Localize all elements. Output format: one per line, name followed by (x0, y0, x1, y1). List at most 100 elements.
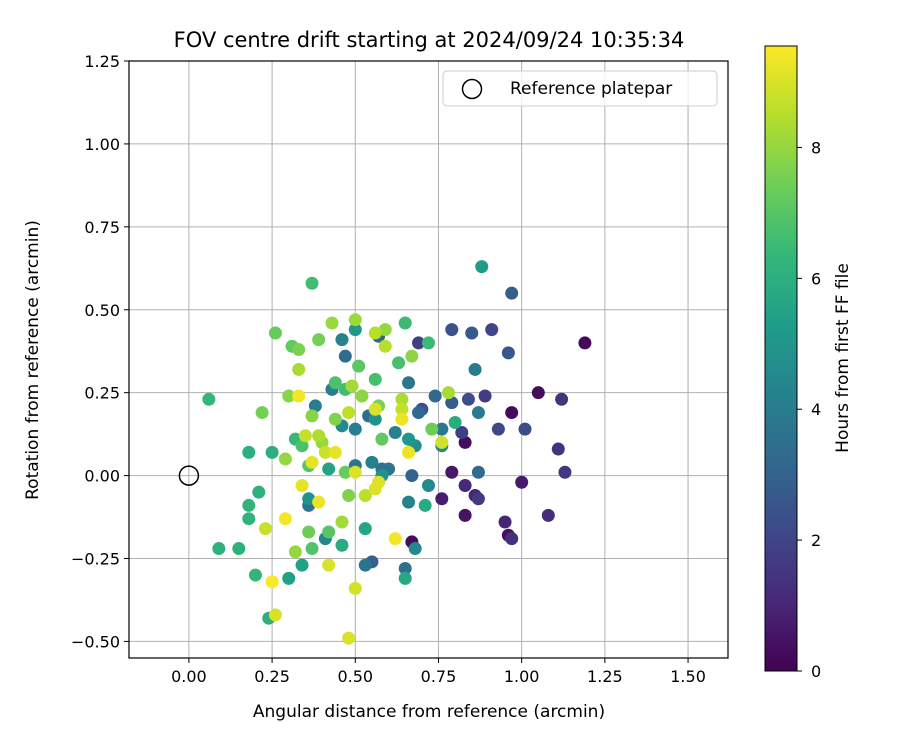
data-point (305, 455, 319, 469)
data-point (368, 372, 382, 386)
data-point (395, 412, 409, 426)
data-point (455, 425, 469, 439)
x-tick-label: 1.50 (670, 667, 706, 686)
y-axis-label: Rotation from reference (arcmin) (23, 220, 43, 500)
x-tick-label: 0.50 (337, 667, 373, 686)
data-point (375, 432, 389, 446)
data-point (328, 445, 342, 459)
legend-entry-reference: Reference platepar (510, 79, 672, 99)
data-point (345, 379, 359, 393)
data-point (378, 323, 392, 337)
data-point (435, 435, 449, 449)
plot-frame (128, 60, 729, 659)
data-point (392, 356, 406, 370)
data-point (352, 359, 366, 373)
data-point (461, 392, 475, 406)
data-point (305, 409, 319, 423)
data-point (505, 532, 519, 546)
data-point (292, 343, 306, 357)
data-point (268, 326, 282, 340)
y-tick-label: −0.25 (71, 550, 120, 569)
data-point (255, 406, 269, 420)
x-tick-label: 1.00 (504, 667, 540, 686)
data-point (338, 349, 352, 363)
data-point (498, 515, 512, 529)
data-point (368, 402, 382, 416)
x-tick-label: 0.75 (421, 667, 457, 686)
data-point (302, 492, 316, 506)
colorbar-gradient (764, 45, 798, 672)
data-point (445, 323, 459, 337)
data-point (471, 465, 485, 479)
colorbar-tick-label: 2 (811, 531, 821, 550)
data-point (408, 542, 422, 556)
data-point (295, 558, 309, 572)
y-tick-label: −0.50 (71, 632, 120, 651)
y-tick-label: 0.00 (84, 467, 120, 486)
data-point (202, 392, 216, 406)
data-point (402, 376, 416, 390)
data-point (578, 336, 592, 350)
data-points (202, 260, 592, 645)
data-point (342, 488, 356, 502)
data-point (388, 425, 402, 439)
data-point (405, 349, 419, 363)
data-point (258, 522, 272, 536)
data-point (338, 465, 352, 479)
data-point (541, 508, 555, 522)
data-point (242, 498, 256, 512)
data-point (531, 386, 545, 400)
data-point (358, 558, 372, 572)
data-point (348, 323, 362, 337)
data-point (435, 422, 449, 436)
data-point (358, 488, 372, 502)
data-point (325, 316, 339, 330)
data-point (395, 402, 409, 416)
legend-marker-reference (461, 78, 483, 100)
colorbar-label: Hours from first FF file (833, 263, 853, 453)
data-point (312, 429, 326, 443)
data-point (435, 492, 449, 506)
data-point (398, 571, 412, 585)
x-tick-label: 0.25 (254, 667, 290, 686)
data-point (322, 558, 336, 572)
data-point (368, 412, 382, 426)
colorbar-tick-label: 0 (811, 662, 821, 681)
data-point (422, 479, 435, 493)
data-point (312, 333, 326, 347)
data-point (348, 422, 362, 436)
data-point (348, 465, 362, 479)
data-point (335, 333, 349, 347)
x-tick-label: 0.00 (171, 667, 207, 686)
data-point (212, 542, 226, 556)
data-point (282, 571, 296, 585)
data-point (358, 522, 372, 536)
data-point (458, 479, 472, 493)
data-point (405, 469, 419, 483)
data-point (471, 492, 485, 506)
data-point (322, 525, 336, 539)
data-point (348, 313, 362, 327)
x-axis-label: Angular distance from reference (arcmin) (253, 702, 605, 722)
data-point (242, 445, 256, 459)
data-point (412, 336, 426, 350)
data-point (505, 286, 519, 300)
data-point (265, 445, 279, 459)
data-point (302, 525, 316, 539)
plot-area: 0.00 0.25 0.50 0.75 1.00 1.25 1.50 −0.50 −0.25 0.… (71, 52, 729, 686)
data-point (288, 545, 302, 559)
data-point (428, 389, 442, 403)
data-point (551, 442, 565, 456)
data-point (295, 479, 309, 493)
data-point (402, 495, 416, 509)
data-point (318, 445, 332, 459)
data-point (295, 439, 309, 453)
data-point (458, 435, 472, 449)
data-point (322, 462, 336, 476)
data-point (445, 465, 459, 479)
data-point (282, 389, 296, 403)
data-point (422, 336, 435, 350)
data-point (402, 445, 416, 459)
